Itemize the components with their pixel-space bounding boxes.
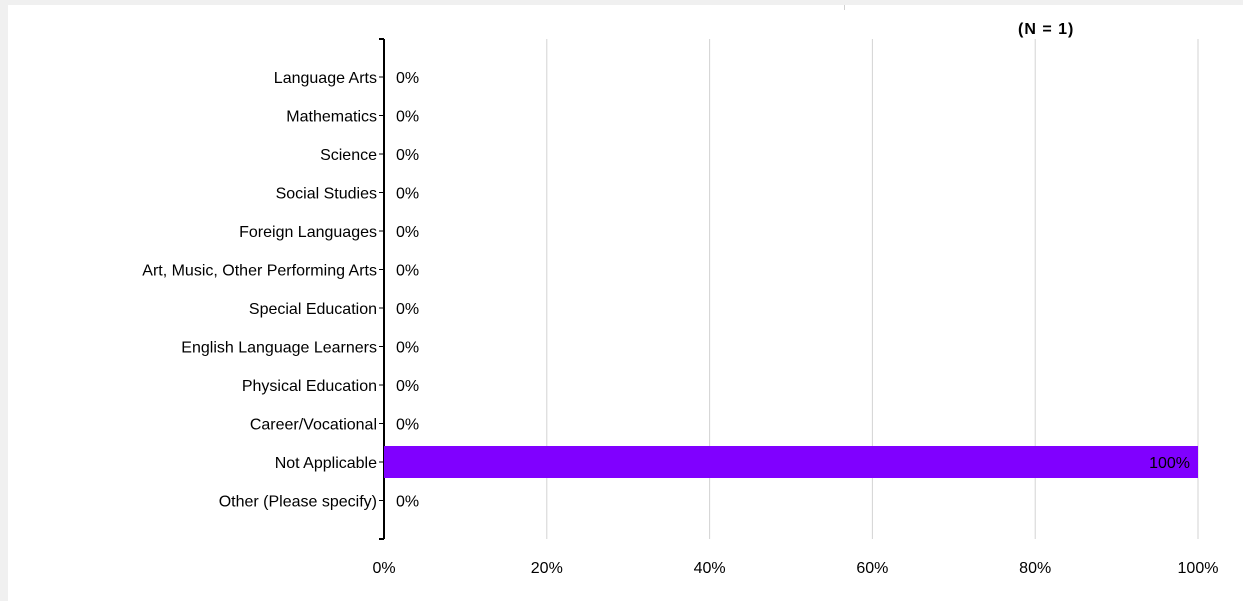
data-label: 0% (396, 109, 419, 126)
sample-size-label: (N = 1) (1018, 21, 1075, 38)
category-label: Foreign Languages (239, 224, 377, 241)
x-tick-label: 20% (531, 560, 563, 577)
category-label: Special Education (249, 301, 377, 318)
chart-panel: Language Arts 0% Mathematics 0% Science 0% Soc… (8, 5, 1243, 601)
data-label: 0% (396, 494, 419, 511)
data-label: 0% (396, 70, 419, 87)
category-label: Language Arts (274, 70, 377, 87)
category-label: Science (320, 147, 377, 164)
category-label: English Language Learners (181, 340, 377, 357)
data-label: 0% (396, 186, 419, 203)
category-label: Mathematics (286, 109, 377, 126)
x-tick-label: 100% (1178, 560, 1219, 577)
data-label: 0% (396, 301, 419, 318)
x-tick-label: 40% (694, 560, 726, 577)
data-label: 100% (1149, 455, 1190, 472)
data-label: 0% (396, 417, 419, 434)
data-label: 0% (396, 147, 419, 164)
data-label: 0% (396, 224, 419, 241)
category-label: Career/Vocational (250, 417, 377, 434)
data-label: 0% (396, 378, 419, 395)
data-label: 0% (396, 263, 419, 280)
category-label: Other (Please specify) (219, 494, 377, 511)
category-label: Not Applicable (275, 455, 377, 472)
x-tick-label: 60% (856, 560, 888, 577)
category-label: Physical Education (242, 378, 377, 395)
divider (844, 5, 845, 10)
x-tick-label: 80% (1019, 560, 1051, 577)
data-label: 0% (396, 340, 419, 357)
bar (384, 446, 1198, 478)
category-label: Social Studies (276, 186, 377, 203)
category-label: Art, Music, Other Performing Arts (142, 263, 377, 280)
bar-chart: Language Arts 0% Mathematics 0% Science 0% Soc… (142, 38, 1219, 577)
x-tick-label: 0% (372, 560, 395, 577)
